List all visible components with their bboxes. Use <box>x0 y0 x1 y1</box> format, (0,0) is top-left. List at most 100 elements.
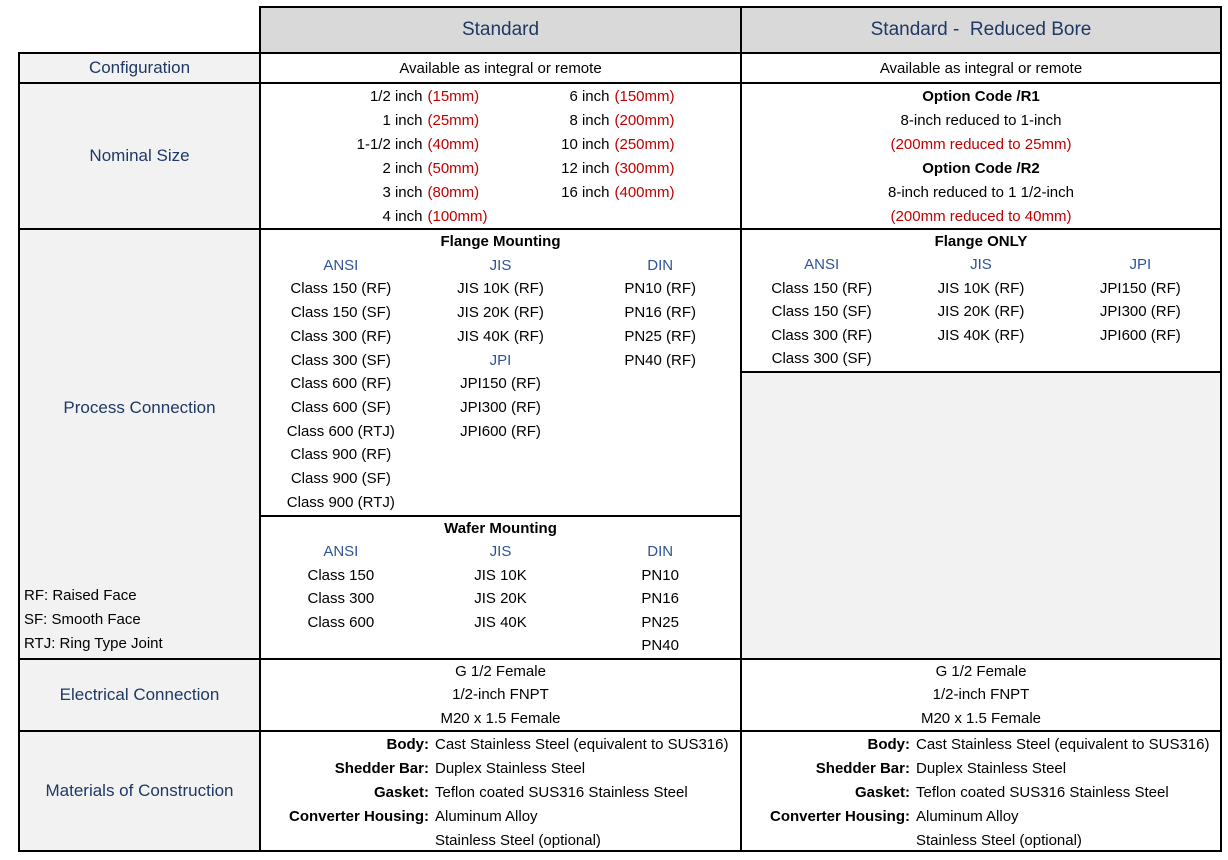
specification-table: Standard Standard - Reduced Bore Configu… <box>18 6 1222 852</box>
nominal-size-item: 3 inch (80mm) <box>326 181 487 205</box>
jis-column-header: JIS <box>489 543 512 561</box>
wafer-din-item: PN25 <box>641 613 679 631</box>
flange-only-ansi-item: Class 300 (RF) <box>771 326 873 344</box>
nominal-size-item: 10 inch (250mm) <box>546 133 675 157</box>
flange-only-jis-item: JIS 10K (RF) <box>937 279 1025 297</box>
flange-din-item: PN40 (RF) <box>624 351 697 369</box>
flange-only-title: Flange ONLY <box>934 233 1028 250</box>
wafer-din-item: PN10 <box>641 566 679 584</box>
nominal-size-item: 2 inch (50mm) <box>326 157 487 181</box>
material-value: Aluminum Alloy <box>435 807 538 825</box>
size-mm: (400mm) <box>614 184 675 201</box>
material-value: Cast Stainless Steel (equivalent to SUS3… <box>916 736 1210 753</box>
not-applicable-shaded-area <box>742 371 1220 658</box>
nominal-size-reduced-cell: Option Code /R1 8-inch reduced to 1-inch… <box>740 82 1222 228</box>
flange-jis-item: JIS 10K (RF) <box>457 280 544 298</box>
material-key: Shedder Bar: <box>334 759 429 777</box>
jis-column-header: JIS <box>489 256 512 274</box>
footnote-rtj: RTJ: Ring Type Joint <box>24 635 163 652</box>
flange-ansi-item: Class 600 (RF) <box>290 375 392 393</box>
flange-mounting-section: Flange Mounting ANSI Class 150 (RF) Clas… <box>261 230 740 515</box>
material-value: Cast Stainless Steel (equivalent to SUS3… <box>435 736 729 753</box>
flange-mounting-columns: ANSI Class 150 (RF) Class 150 (SF) Class… <box>261 254 740 515</box>
flange-ansi-column: ANSI Class 150 (RF) Class 150 (SF) Class… <box>261 254 421 515</box>
size-inch: 10 inch <box>561 136 610 153</box>
flange-only-jpi-item: JPI300 (RF) <box>1099 303 1181 321</box>
material-key: Body: <box>867 736 911 753</box>
size-mm: (200mm) <box>614 112 675 129</box>
option-code-r1-desc: 8-inch reduced to 1-inch <box>900 112 1062 129</box>
flange-ansi-item: Class 900 (RF) <box>290 446 392 464</box>
din-column-header: DIN <box>647 256 674 274</box>
wafer-jis-column: JIS JIS 10K JIS 20K JIS 40K <box>421 540 581 657</box>
ansi-column-header: ANSI <box>323 256 359 274</box>
flange-jpi-item: JPI150 (RF) <box>460 375 541 393</box>
wafer-jis-item: JIS 40K <box>474 613 527 631</box>
option-code-r2-title: Option Code /R2 <box>922 160 1040 177</box>
flange-din-column: DIN PN10 (RF) PN16 (RF) PN25 (RF) PN40 (… <box>580 254 740 515</box>
row-label-nominal-size: Nominal Size <box>18 82 259 228</box>
flange-only-jpi-item: JPI600 (RF) <box>1099 326 1181 344</box>
flange-only-jpi-item: JPI150 (RF) <box>1099 279 1181 297</box>
option-code-r1-title: Option Code /R1 <box>922 88 1040 105</box>
electrical-option: G 1/2 Female <box>935 663 1027 680</box>
flange-only-jis-column: JIS JIS 10K (RF) JIS 20K (RF) JIS 40K (R… <box>901 253 1060 370</box>
nominal-size-item: 8 inch (200mm) <box>546 109 675 133</box>
size-inch: 1-1/2 inch <box>356 136 423 153</box>
size-inch: 12 inch <box>561 160 610 177</box>
size-inch: 8 inch <box>569 112 610 129</box>
material-value: Duplex Stainless Steel <box>435 759 586 777</box>
materials-reduced-cell: Body: Cast Stainless Steel (equivalent to… <box>740 730 1222 852</box>
size-mm: (15mm) <box>427 88 480 105</box>
flange-only-ansi-column: ANSI Class 150 (RF) Class 150 (SF) Class… <box>742 253 901 370</box>
material-value: Stainless Steel (optional) <box>435 831 601 849</box>
material-key: Gasket: <box>854 783 910 801</box>
flange-ansi-item: Class 600 (SF) <box>290 398 391 416</box>
nominal-size-column-2: 6 inch (150mm) 8 inch (200mm) 10 inch (250m… <box>546 85 675 228</box>
size-mm: (150mm) <box>614 88 675 105</box>
configuration-standard-value: Available as integral or remote <box>259 52 740 82</box>
size-mm: (300mm) <box>614 160 675 177</box>
flange-jis-jpi-column: JIS JIS 10K (RF) JIS 20K (RF) JIS 40K (R… <box>421 254 581 515</box>
material-key: Converter Housing: <box>769 807 910 825</box>
material-key: Gasket: <box>373 783 429 801</box>
row-label-process-connection: Process Connection RF: Raised Face SF: S… <box>18 228 259 658</box>
nominal-size-item: 1/2 inch (15mm) <box>326 85 487 109</box>
flange-only-ansi-item: Class 150 (SF) <box>771 303 872 321</box>
flange-only-ansi-item: Class 300 (SF) <box>771 350 872 368</box>
process-connection-reduced-cell: Flange ONLY ANSI Class 150 (RF) Class 15… <box>740 228 1222 658</box>
material-key <box>261 829 429 850</box>
row-label-materials: Materials of Construction <box>18 730 259 852</box>
size-mm: (25mm) <box>427 112 480 129</box>
face-type-footnotes: RF: Raised Face SF: Smooth Face RTJ: Rin… <box>24 584 163 656</box>
size-mm: (100mm) <box>427 208 488 225</box>
electrical-standard-cell: G 1/2 Female 1/2-inch FNPT M20 x 1.5 Fem… <box>259 658 740 730</box>
flange-jpi-item: JPI300 (RF) <box>460 398 541 416</box>
ansi-column-header: ANSI <box>323 543 359 561</box>
size-mm: (250mm) <box>614 136 675 153</box>
flange-ansi-item: Class 900 (SF) <box>290 470 391 488</box>
material-value: Stainless Steel (optional) <box>916 831 1082 849</box>
size-mm: (40mm) <box>427 136 480 153</box>
wafer-ansi-item: Class 600 <box>307 613 375 631</box>
flange-ansi-item: Class 150 (SF) <box>290 304 391 322</box>
jis-column-header: JIS <box>970 256 992 274</box>
size-inch: 6 inch <box>569 88 610 105</box>
nominal-size-item: 1 inch (25mm) <box>326 109 487 133</box>
ansi-column-header: ANSI <box>804 256 840 274</box>
footnote-sf: SF: Smooth Face <box>24 611 141 628</box>
electrical-option: M20 x 1.5 Female <box>920 709 1042 727</box>
flange-ansi-item: Class 300 (SF) <box>290 351 391 369</box>
material-key: Body: <box>386 736 430 753</box>
flange-din-item: PN25 (RF) <box>624 327 697 345</box>
flange-mounting-title: Flange Mounting <box>440 233 561 250</box>
option-code-r2-desc: 8-inch reduced to 1 1/2-inch <box>888 184 1074 201</box>
wafer-ansi-item: Class 300 <box>307 590 375 608</box>
flange-only-jis-item: JIS 20K (RF) <box>937 303 1025 321</box>
material-value: Teflon coated SUS316 Stainless Steel <box>916 783 1169 801</box>
flange-ansi-item: Class 600 (RTJ) <box>286 422 395 440</box>
wafer-mounting-section: Wafer Mounting ANSI Class 150 Class 300 … <box>261 515 740 658</box>
material-value: Aluminum Alloy <box>916 807 1019 825</box>
size-inch: 4 inch <box>382 208 423 225</box>
